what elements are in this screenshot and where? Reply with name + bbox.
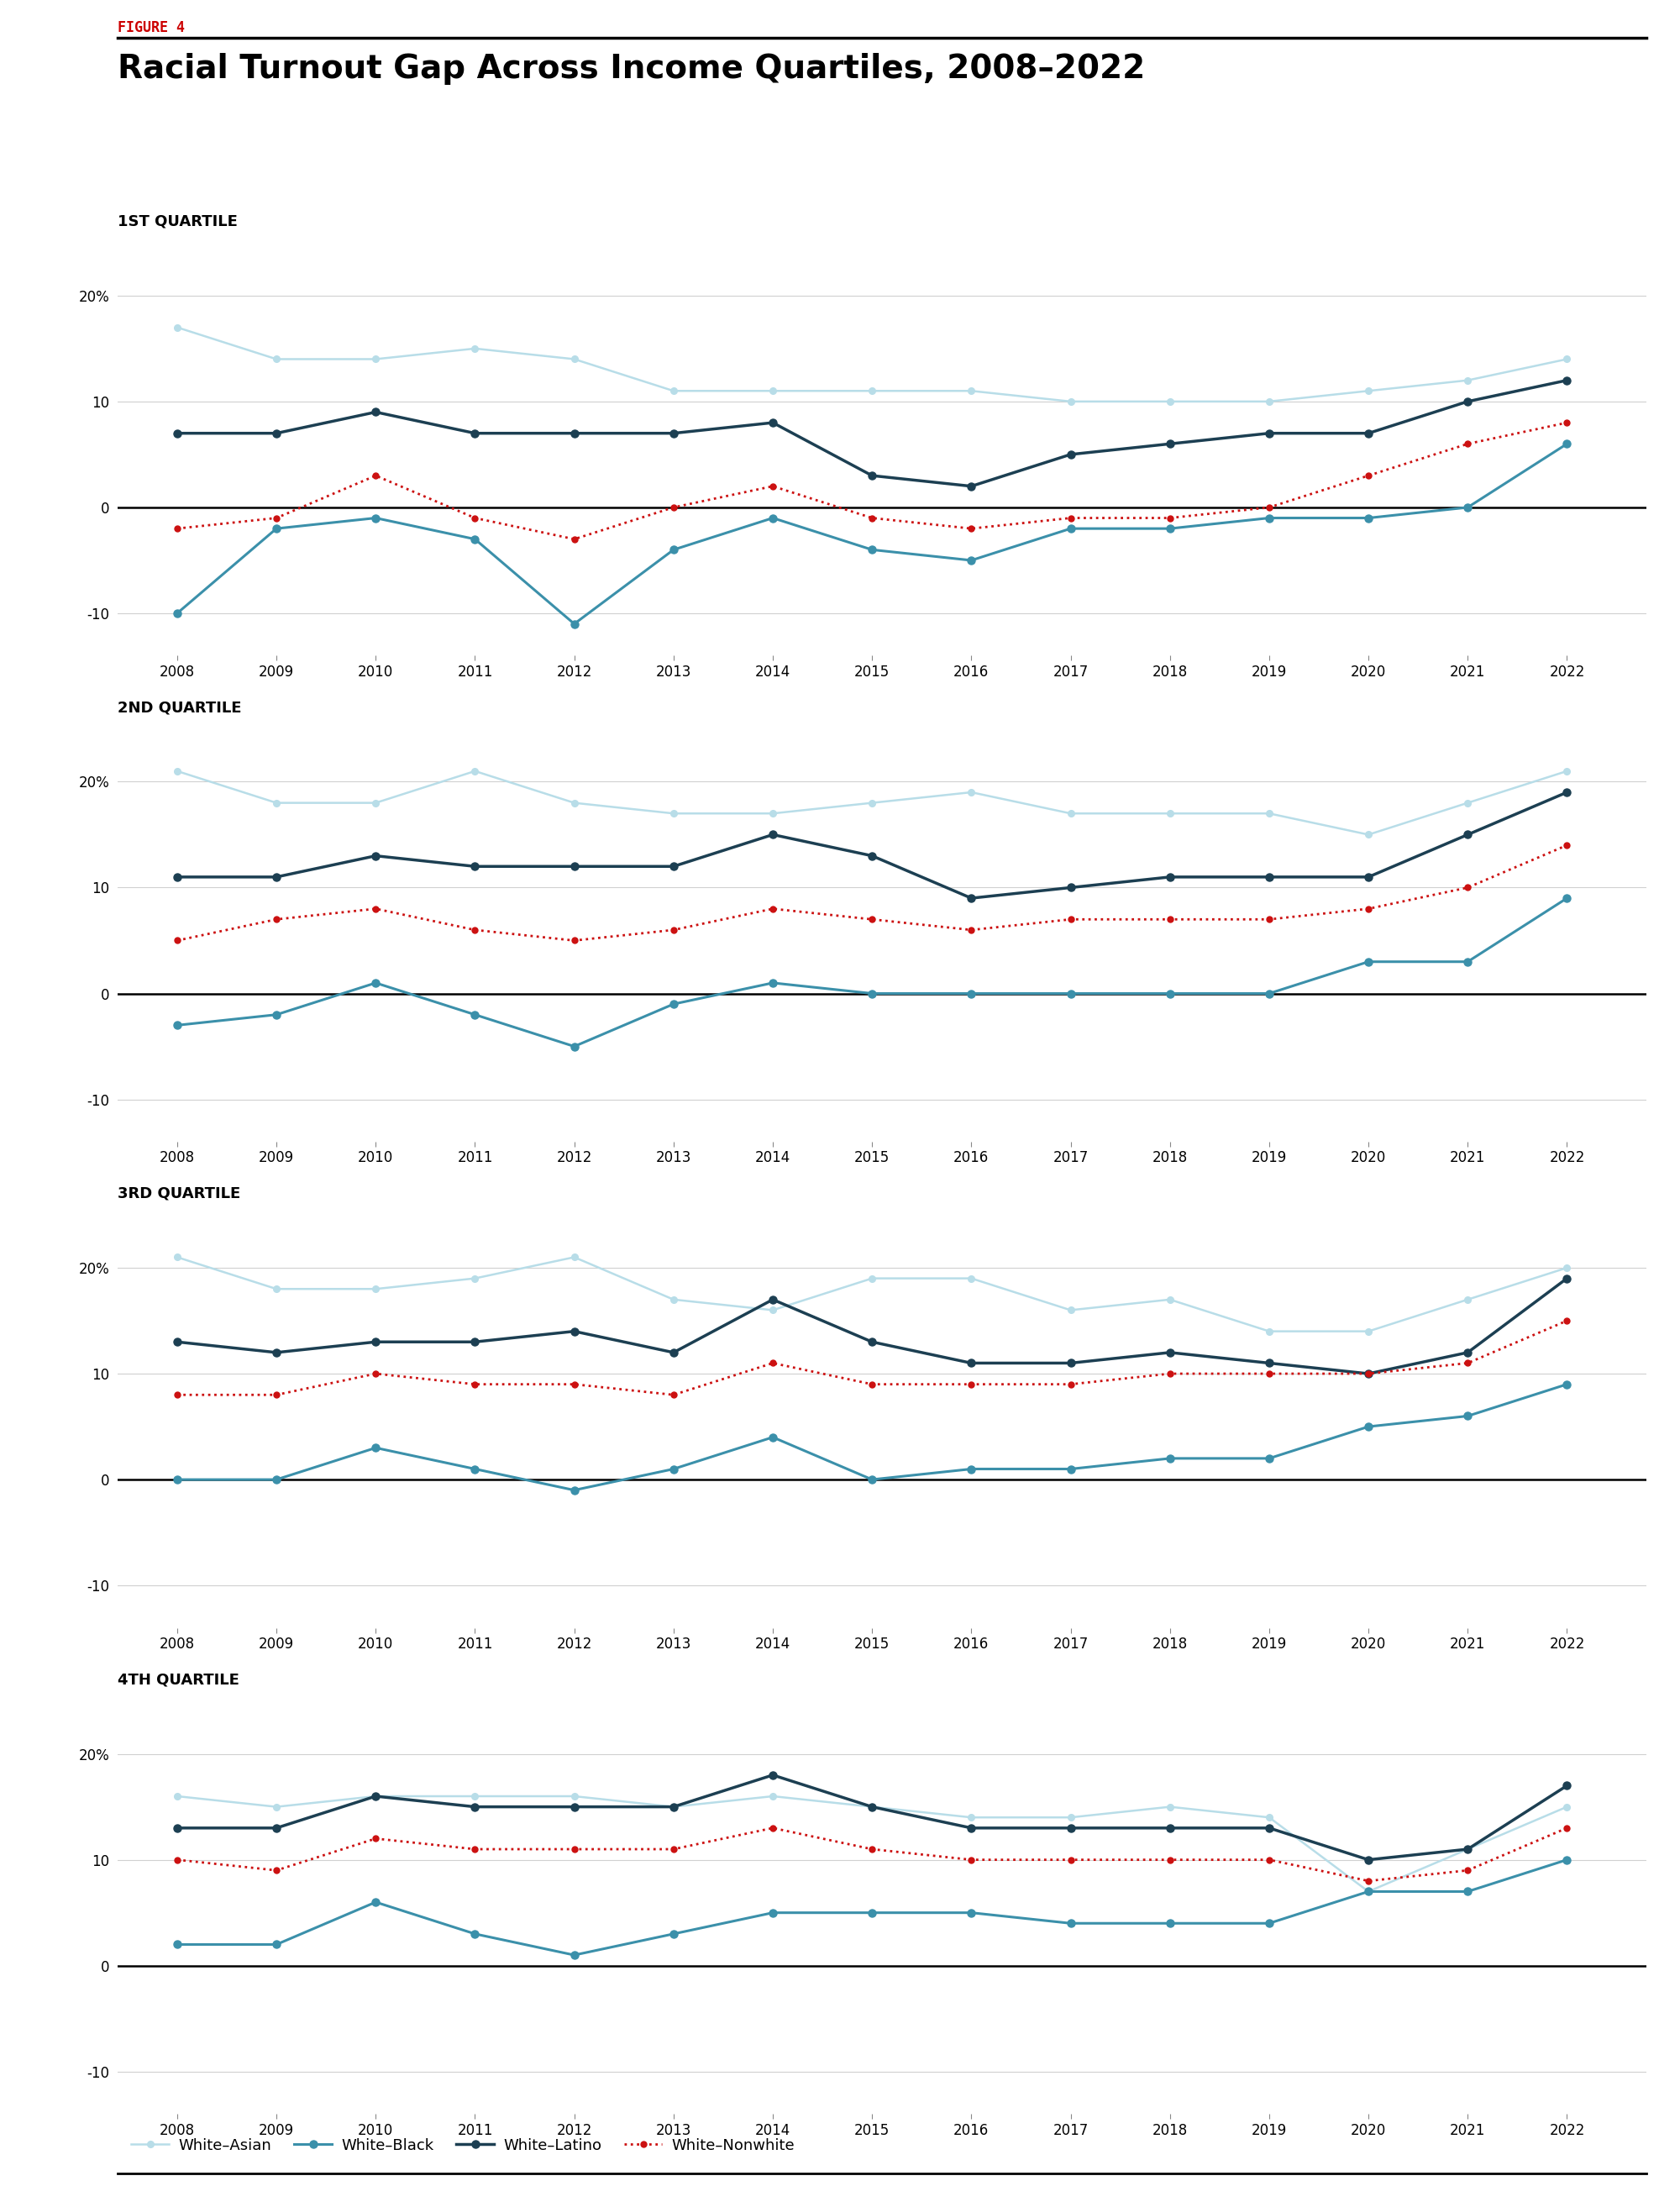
Text: 4TH QUARTILE: 4TH QUARTILE [118, 1671, 239, 1687]
Text: Racial Turnout Gap Across Income Quartiles, 2008–2022: Racial Turnout Gap Across Income Quartil… [118, 53, 1146, 84]
Text: 3RD QUARTILE: 3RD QUARTILE [118, 1187, 240, 1202]
Text: 1ST QUARTILE: 1ST QUARTILE [118, 214, 237, 229]
Text: FIGURE 4: FIGURE 4 [118, 20, 185, 35]
Legend: White–Asian, White–Black, White–Latino, White–Nonwhite: White–Asian, White–Black, White–Latino, … [126, 2132, 801, 2160]
Text: 2ND QUARTILE: 2ND QUARTILE [118, 700, 242, 716]
